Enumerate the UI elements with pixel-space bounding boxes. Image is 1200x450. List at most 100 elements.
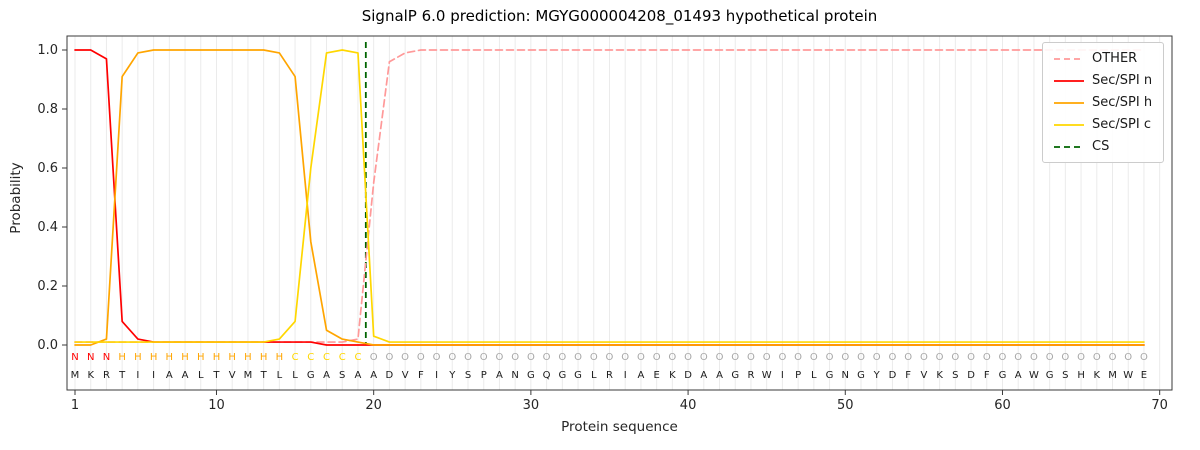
region-label: O	[590, 352, 598, 363]
region-label: N	[71, 352, 78, 363]
region-label: O	[1030, 352, 1038, 363]
region-label: O	[621, 352, 629, 363]
y-tick-label: 0.8	[37, 102, 58, 117]
region-label: O	[841, 352, 849, 363]
region-label: O	[763, 352, 771, 363]
residue-letter: S	[952, 370, 958, 381]
residue-letter: W	[1123, 370, 1133, 381]
region-label: O	[873, 352, 881, 363]
region-label: O	[668, 352, 676, 363]
residue-letter: K	[1094, 370, 1101, 381]
residue-letter: Y	[873, 370, 881, 381]
residue-letter: K	[936, 370, 943, 381]
x-tick-label: 30	[523, 398, 540, 413]
legend-label: OTHER	[1092, 51, 1138, 66]
legend-item: Sec/SPI h	[1054, 95, 1152, 110]
residue-letter: W	[762, 370, 772, 381]
residue-letter: A	[637, 370, 644, 381]
legend-line-sample	[1054, 145, 1084, 148]
legend-item: Sec/SPI c	[1054, 117, 1152, 132]
residue-letter: G	[826, 370, 834, 381]
region-label: C	[354, 352, 361, 363]
residue-letter: S	[465, 370, 471, 381]
residue-letter: R	[747, 370, 754, 381]
region-label: O	[731, 352, 739, 363]
region-label: C	[323, 352, 330, 363]
residue-letter: A	[496, 370, 503, 381]
residue-letter: M	[1108, 370, 1117, 381]
region-label: O	[904, 352, 912, 363]
region-label: O	[1093, 352, 1101, 363]
x-tick-label: 40	[680, 398, 697, 413]
y-tick-label: 0.6	[37, 161, 58, 176]
residue-letter: G	[574, 370, 582, 381]
region-label: H	[166, 352, 174, 363]
x-tick-label: 50	[837, 398, 854, 413]
residue-letter: G	[999, 370, 1007, 381]
legend-item: Sec/SPI n	[1054, 73, 1152, 88]
y-tick-label: 1.0	[37, 43, 58, 58]
region-label: N	[87, 352, 94, 363]
region-label: O	[983, 352, 991, 363]
residue-letter: A	[370, 370, 377, 381]
residue-letter: D	[684, 370, 692, 381]
legend-label: CS	[1092, 139, 1110, 154]
region-label: O	[464, 352, 472, 363]
residue-letter: L	[277, 370, 283, 381]
residue-letter: W	[1029, 370, 1039, 381]
residue-letter: G	[558, 370, 566, 381]
y-tick-label: 0.4	[37, 220, 58, 235]
region-label: O	[1124, 352, 1132, 363]
x-tick-label: 70	[1151, 398, 1168, 413]
legend-label: Sec/SPI c	[1092, 117, 1151, 132]
x-tick-label: 10	[208, 398, 225, 413]
residue-letter: G	[857, 370, 865, 381]
residue-letter: A	[1015, 370, 1022, 381]
residue-letter: R	[606, 370, 613, 381]
region-label: O	[857, 352, 865, 363]
residue-letter: G	[1046, 370, 1054, 381]
region-label: H	[244, 352, 252, 363]
residue-letter: T	[212, 370, 220, 381]
x-tick-label: 60	[994, 398, 1011, 413]
residue-letter: A	[166, 370, 173, 381]
region-label: O	[1140, 352, 1148, 363]
region-label: O	[401, 352, 409, 363]
residue-letter: D	[386, 370, 394, 381]
legend-line-sample	[1054, 101, 1084, 104]
region-label: O	[920, 352, 928, 363]
residue-letter: I	[781, 370, 784, 381]
region-label: O	[716, 352, 724, 363]
residue-letter: T	[118, 370, 126, 381]
legend-line-sample	[1054, 123, 1084, 126]
region-label: O	[496, 352, 504, 363]
legend-line-sample	[1054, 57, 1084, 60]
region-label: O	[967, 352, 975, 363]
residue-letter: L	[591, 370, 597, 381]
residue-letter: M	[244, 370, 253, 381]
region-label: O	[810, 352, 818, 363]
residue-letter: A	[323, 370, 330, 381]
region-label: O	[747, 352, 755, 363]
region-label: C	[292, 352, 299, 363]
residue-letter: V	[920, 370, 927, 381]
region-label: H	[228, 352, 236, 363]
region-label: O	[1046, 352, 1054, 363]
residue-letter: A	[182, 370, 189, 381]
series-line-sec-spi-h	[74, 49, 1145, 346]
residue-letter: F	[418, 370, 424, 381]
y-tick-label: 0.2	[37, 279, 58, 294]
region-label: O	[511, 352, 519, 363]
residue-letter: S	[339, 370, 345, 381]
residue-letter: P	[795, 370, 801, 381]
plot-border	[66, 35, 1173, 391]
region-label: O	[606, 352, 614, 363]
legend: OTHER Sec/SPI n Sec/SPI h Sec/SPI c CS	[1042, 42, 1165, 163]
residue-letter: L	[292, 370, 298, 381]
residue-letter: D	[889, 370, 897, 381]
residue-letter: A	[355, 370, 362, 381]
residue-letter: E	[1141, 370, 1147, 381]
region-label: O	[480, 352, 488, 363]
residue-letter: G	[307, 370, 315, 381]
